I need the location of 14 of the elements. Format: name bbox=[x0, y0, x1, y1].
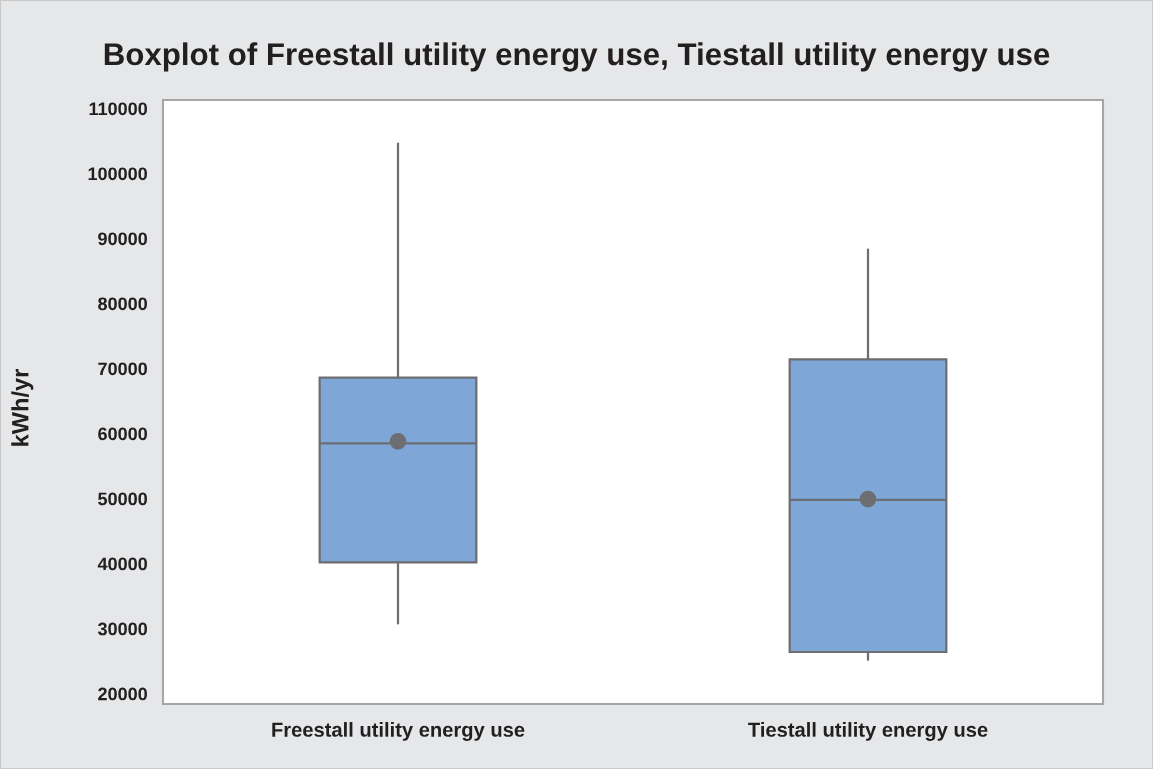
y-tick-label: 40000 bbox=[97, 557, 147, 571]
y-tick-label: 70000 bbox=[98, 362, 147, 376]
x-tick-label: Freestall utility energy use bbox=[272, 722, 525, 741]
x-tick-label: Tiestall utility energy use bbox=[748, 722, 988, 741]
y-tick-label: 110000 bbox=[89, 102, 147, 116]
y-axis-title: kWh/yr bbox=[11, 369, 34, 446]
y-tick-label: 30000 bbox=[97, 622, 147, 636]
chart-title: Boxplot of Freestall utility energy use, Tiestall utility energy use bbox=[104, 42, 1050, 72]
y-tick-label: 50000 bbox=[98, 492, 147, 506]
y-tick-label: 80000 bbox=[98, 297, 147, 311]
y-tick-label: 20000 bbox=[98, 687, 147, 701]
y-tick-label: 60000 bbox=[98, 427, 147, 441]
y-tick-label: 100000 bbox=[88, 167, 147, 181]
y-tick-label: 90000 bbox=[98, 232, 147, 246]
